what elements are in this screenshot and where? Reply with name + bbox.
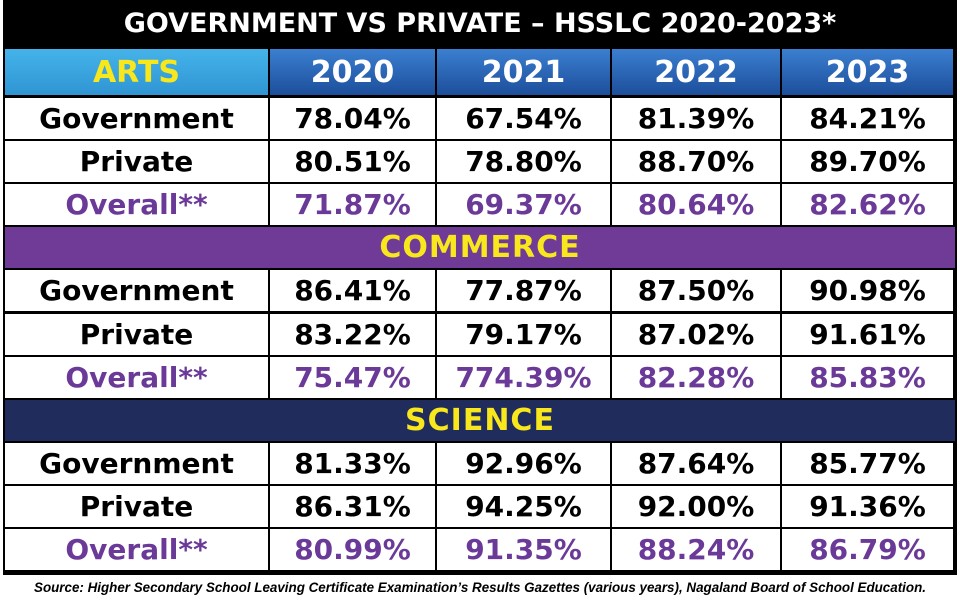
cell-value: 83.22% [270,313,435,355]
cell-value: 87.02% [612,313,780,355]
row-label: Private [5,313,268,355]
cell-value: 86.41% [270,270,435,312]
cell-value: 88.70% [612,141,780,183]
cell-value: 85.83% [782,356,953,398]
cell-value: 82.62% [782,184,953,226]
cell-value: 87.50% [612,270,780,312]
cell-value: 91.61% [782,313,953,355]
cell-value: 67.54% [437,98,610,139]
cell-value: 86.79% [782,529,953,570]
column-header: 2020 [270,49,435,95]
cell-value: 77.87% [437,270,610,312]
row-label: Private [5,141,268,183]
cell-value: 87.64% [612,442,780,484]
cell-value: 82.28% [612,356,780,398]
section-title: COMMERCE [5,227,955,269]
section-title: SCIENCE [5,399,955,441]
row-label: Government [5,442,268,484]
cell-value: 92.96% [437,442,610,484]
cell-value: 78.80% [437,141,610,183]
row-label: Overall** [5,184,268,226]
cell-value: 774.39% [437,356,610,398]
cell-value: 84.21% [782,98,953,139]
cell-value: 86.31% [270,485,435,527]
cell-value: 91.35% [437,529,610,570]
cell-value: 78.04% [270,98,435,139]
column-header: 2021 [437,49,610,95]
cell-value: 75.47% [270,356,435,398]
cell-value: 80.51% [270,141,435,183]
source-note: Source: Higher Secondary School Leaving … [34,580,926,595]
column-header: ARTS [5,49,268,95]
cell-value: 81.39% [612,98,780,139]
column-header: 2022 [612,49,780,95]
cell-value: 91.36% [782,485,953,527]
table-title: GOVERNMENT VS PRIVATE – HSSLC 2020-2023* [3,0,957,46]
row-label: Government [5,270,268,312]
cell-value: 85.77% [782,442,953,484]
row-label: Private [5,485,268,527]
cell-value: 88.24% [612,529,780,570]
cell-value: 92.00% [612,485,780,527]
cell-value: 94.25% [437,485,610,527]
cell-value: 81.33% [270,442,435,484]
cell-value: 80.99% [270,529,435,570]
cell-value: 80.64% [612,184,780,226]
cell-value: 90.98% [782,270,953,312]
row-label: Overall** [5,356,268,398]
row-label: Government [5,98,268,139]
cell-value: 71.87% [270,184,435,226]
cell-value: 89.70% [782,141,953,183]
cell-value: 79.17% [437,313,610,355]
cell-value: 69.37% [437,184,610,226]
table: GOVERNMENT VS PRIVATE – HSSLC 2020-2023*… [3,0,957,575]
row-label: Overall** [5,529,268,570]
column-header: 2023 [782,49,953,95]
